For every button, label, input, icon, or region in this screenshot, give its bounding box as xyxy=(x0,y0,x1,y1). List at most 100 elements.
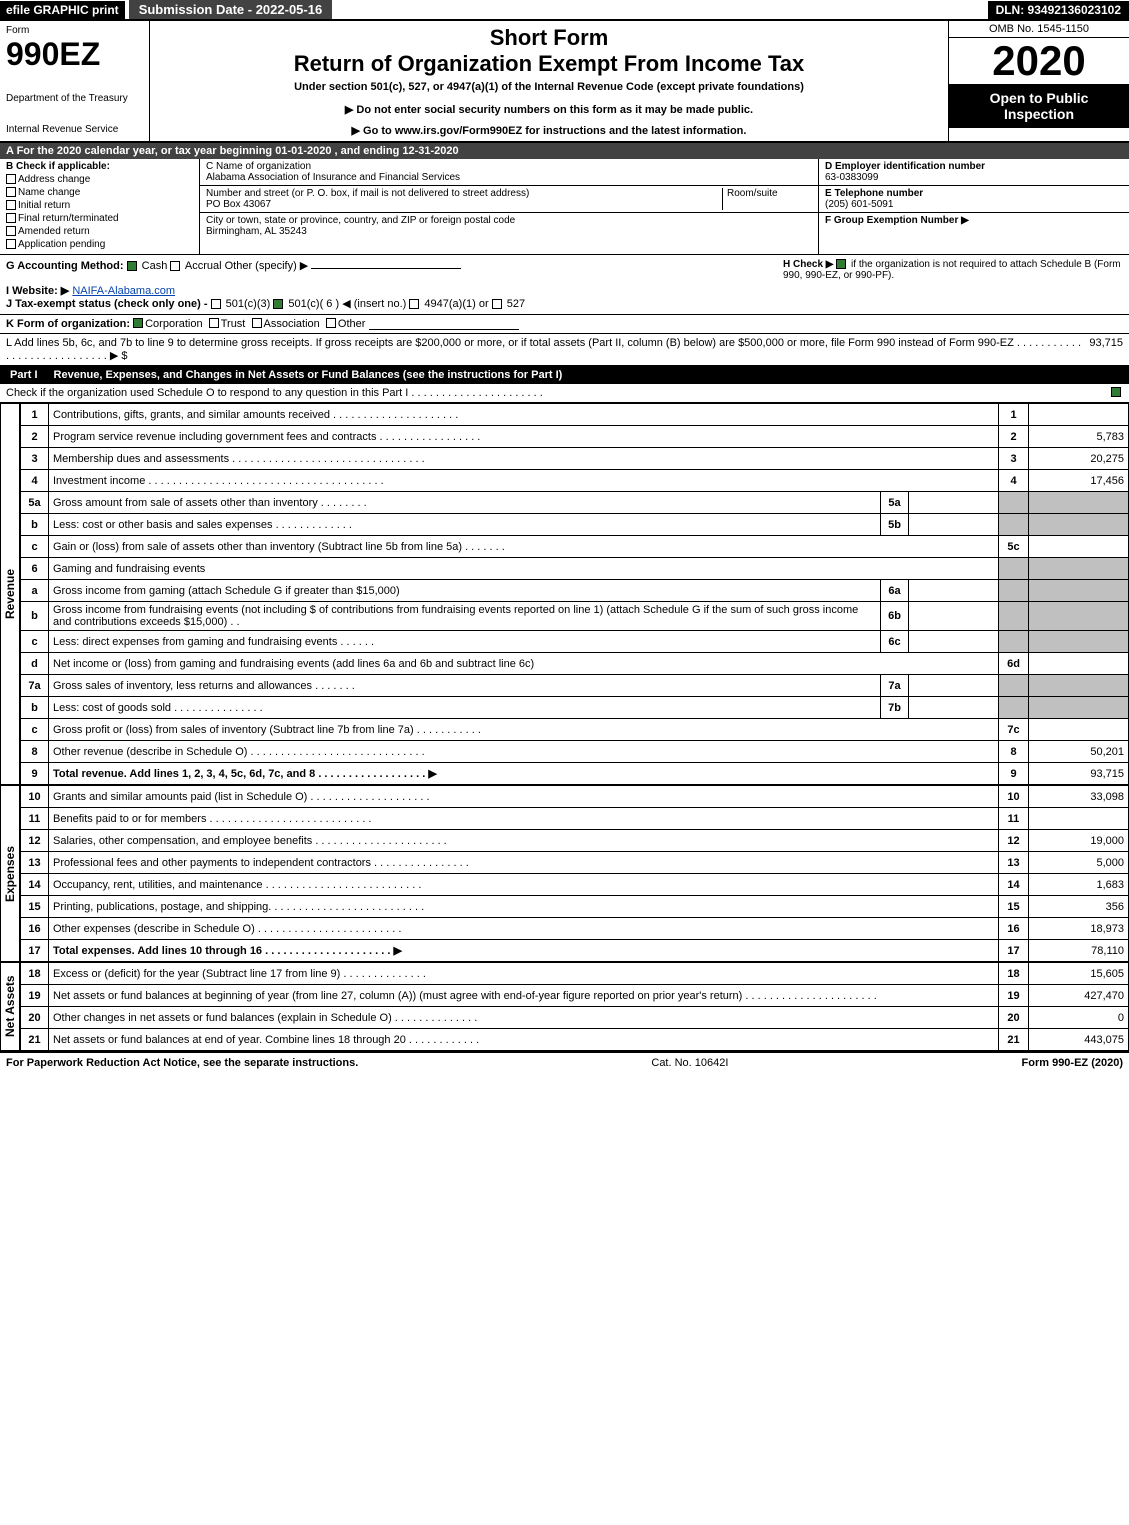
line-7b: bLess: cost of goods sold . . . . . . . … xyxy=(21,697,1129,719)
check-final-return[interactable]: Final return/terminated xyxy=(6,213,193,224)
revenue-side-label: Revenue xyxy=(0,403,20,785)
check-corporation[interactable] xyxy=(133,318,143,328)
net-assets-table: 18Excess or (deficit) for the year (Subt… xyxy=(20,962,1129,1051)
block-d-label: D Employer identification number xyxy=(825,161,1123,172)
title-shortform: Short Form xyxy=(160,25,938,51)
check-schedule-o[interactable] xyxy=(1111,387,1121,397)
efile-label[interactable]: efile GRAPHIC print xyxy=(0,1,125,19)
check-name-change[interactable]: Name change xyxy=(6,187,193,198)
footer-left: For Paperwork Reduction Act Notice, see … xyxy=(6,1057,358,1069)
part-i-label: Part I xyxy=(0,366,48,384)
phone-value: (205) 601-5091 xyxy=(825,199,1123,210)
check-address-change[interactable]: Address change xyxy=(6,174,193,185)
net-assets-section: Net Assets 18Excess or (deficit) for the… xyxy=(0,962,1129,1051)
row-h-text: if the organization is not required to a… xyxy=(783,259,1121,281)
line-8: 8Other revenue (describe in Schedule O) … xyxy=(21,741,1129,763)
line-17: 17Total expenses. Add lines 10 through 1… xyxy=(21,940,1129,962)
expenses-section: Expenses 10Grants and similar amounts pa… xyxy=(0,785,1129,962)
checkbox-icon[interactable] xyxy=(6,226,16,236)
block-bcdef: B Check if applicable: Address change Na… xyxy=(0,159,1129,255)
line-5b: bLess: cost or other basis and sales exp… xyxy=(21,514,1129,536)
block-c: C Name of organization Alabama Associati… xyxy=(200,159,819,254)
check-initial-return[interactable]: Initial return xyxy=(6,200,193,211)
check-association[interactable] xyxy=(252,318,262,328)
check-527[interactable] xyxy=(492,299,502,309)
line-6: 6Gaming and fundraising events xyxy=(21,558,1129,580)
tax-year: 2020 xyxy=(949,38,1129,84)
city-value: Birmingham, AL 35243 xyxy=(206,226,812,237)
row-l-value: 93,715 xyxy=(1089,337,1123,362)
expenses-table: 10Grants and similar amounts paid (list … xyxy=(20,785,1129,962)
part-i-checkline: Check if the organization used Schedule … xyxy=(0,384,1129,403)
submission-date: Submission Date - 2022-05-16 xyxy=(129,0,333,19)
row-l: L Add lines 5b, 6c, and 7b to line 9 to … xyxy=(0,334,1129,366)
room-suite-label: Room/suite xyxy=(722,188,812,210)
check-trust[interactable] xyxy=(209,318,219,328)
top-bar: efile GRAPHIC print Submission Date - 20… xyxy=(0,0,1129,21)
line-12: 12Salaries, other compensation, and empl… xyxy=(21,830,1129,852)
check-accrual[interactable] xyxy=(170,261,180,271)
row-l-text: L Add lines 5b, 6c, and 7b to line 9 to … xyxy=(6,337,1086,362)
checkbox-icon[interactable] xyxy=(6,213,16,223)
form-word: Form xyxy=(6,25,143,36)
open-public: Open to Public Inspection xyxy=(949,84,1129,128)
check-501c[interactable] xyxy=(273,299,283,309)
line-3: 3Membership dues and assessments . . . .… xyxy=(21,448,1129,470)
line-19: 19Net assets or fund balances at beginni… xyxy=(21,985,1129,1007)
form-number: 990EZ xyxy=(6,36,143,73)
addr-label: Number and street (or P. O. box, if mail… xyxy=(206,188,722,199)
check-cash[interactable] xyxy=(127,261,137,271)
other-org-input[interactable] xyxy=(369,318,519,330)
row-g-label: G Accounting Method: xyxy=(6,260,124,272)
org-name: Alabama Association of Insurance and Fin… xyxy=(206,172,812,183)
revenue-section: Revenue 1Contributions, gifts, grants, a… xyxy=(0,403,1129,785)
line-1: 1Contributions, gifts, grants, and simil… xyxy=(21,404,1129,426)
block-b: B Check if applicable: Address change Na… xyxy=(0,159,200,254)
page-footer: For Paperwork Reduction Act Notice, see … xyxy=(0,1051,1129,1073)
form-header: Form 990EZ Department of the Treasury In… xyxy=(0,21,1129,143)
line-5c: cGain or (loss) from sale of assets othe… xyxy=(21,536,1129,558)
checkbox-icon[interactable] xyxy=(6,200,16,210)
line-14: 14Occupancy, rent, utilities, and mainte… xyxy=(21,874,1129,896)
line-6b: bGross income from fundraising events (n… xyxy=(21,602,1129,631)
line-2: 2Program service revenue including gover… xyxy=(21,426,1129,448)
check-4947[interactable] xyxy=(409,299,419,309)
right-box: OMB No. 1545-1150 2020 Open to Public In… xyxy=(949,21,1129,141)
addr-value: PO Box 43067 xyxy=(206,199,722,210)
row-i-label: I Website: ▶ xyxy=(6,285,69,297)
dln: DLN: 93492136023102 xyxy=(988,1,1129,19)
block-def: D Employer identification number 63-0383… xyxy=(819,159,1129,254)
line-20: 20Other changes in net assets or fund ba… xyxy=(21,1007,1129,1029)
line-5a: 5aGross amount from sale of assets other… xyxy=(21,492,1129,514)
line-6a: aGross income from gaming (attach Schedu… xyxy=(21,580,1129,602)
checkbox-icon[interactable] xyxy=(6,187,16,197)
dept-treasury: Department of the Treasury xyxy=(6,93,143,104)
website-link[interactable]: NAIFA-Alabama.com xyxy=(72,285,175,297)
netassets-side-label: Net Assets xyxy=(0,962,20,1051)
title-box: Short Form Return of Organization Exempt… xyxy=(150,21,949,141)
check-amended-return[interactable]: Amended return xyxy=(6,226,193,237)
subtitle: Under section 501(c), 527, or 4947(a)(1)… xyxy=(160,81,938,93)
checkbox-icon[interactable] xyxy=(6,239,16,249)
checkbox-icon[interactable] xyxy=(6,174,16,184)
irs-label: Internal Revenue Service xyxy=(6,124,143,135)
row-gh: G Accounting Method: Cash Accrual Other … xyxy=(0,255,1129,315)
city-label: City or town, state or province, country… xyxy=(206,215,812,226)
line-11: 11Benefits paid to or for members . . . … xyxy=(21,808,1129,830)
line-15: 15Printing, publications, postage, and s… xyxy=(21,896,1129,918)
check-h[interactable] xyxy=(836,259,846,269)
block-e-label: E Telephone number xyxy=(825,188,1123,199)
ein-value: 63-0383099 xyxy=(825,172,1123,183)
check-application-pending[interactable]: Application pending xyxy=(6,239,193,250)
check-other-org[interactable] xyxy=(326,318,336,328)
row-k: K Form of organization: Corporation Trus… xyxy=(0,315,1129,334)
form-number-box: Form 990EZ Department of the Treasury In… xyxy=(0,21,150,141)
instructions-link[interactable]: ▶ Go to www.irs.gov/Form990EZ for instru… xyxy=(160,124,938,137)
line-9: 9Total revenue. Add lines 1, 2, 3, 4, 5c… xyxy=(21,763,1129,785)
line-6c: cLess: direct expenses from gaming and f… xyxy=(21,631,1129,653)
other-specify-input[interactable] xyxy=(311,268,461,269)
line-4: 4Investment income . . . . . . . . . . .… xyxy=(21,470,1129,492)
part-i-header: Part I Revenue, Expenses, and Changes in… xyxy=(0,366,1129,384)
check-501c3[interactable] xyxy=(211,299,221,309)
omb-number: OMB No. 1545-1150 xyxy=(949,21,1129,38)
